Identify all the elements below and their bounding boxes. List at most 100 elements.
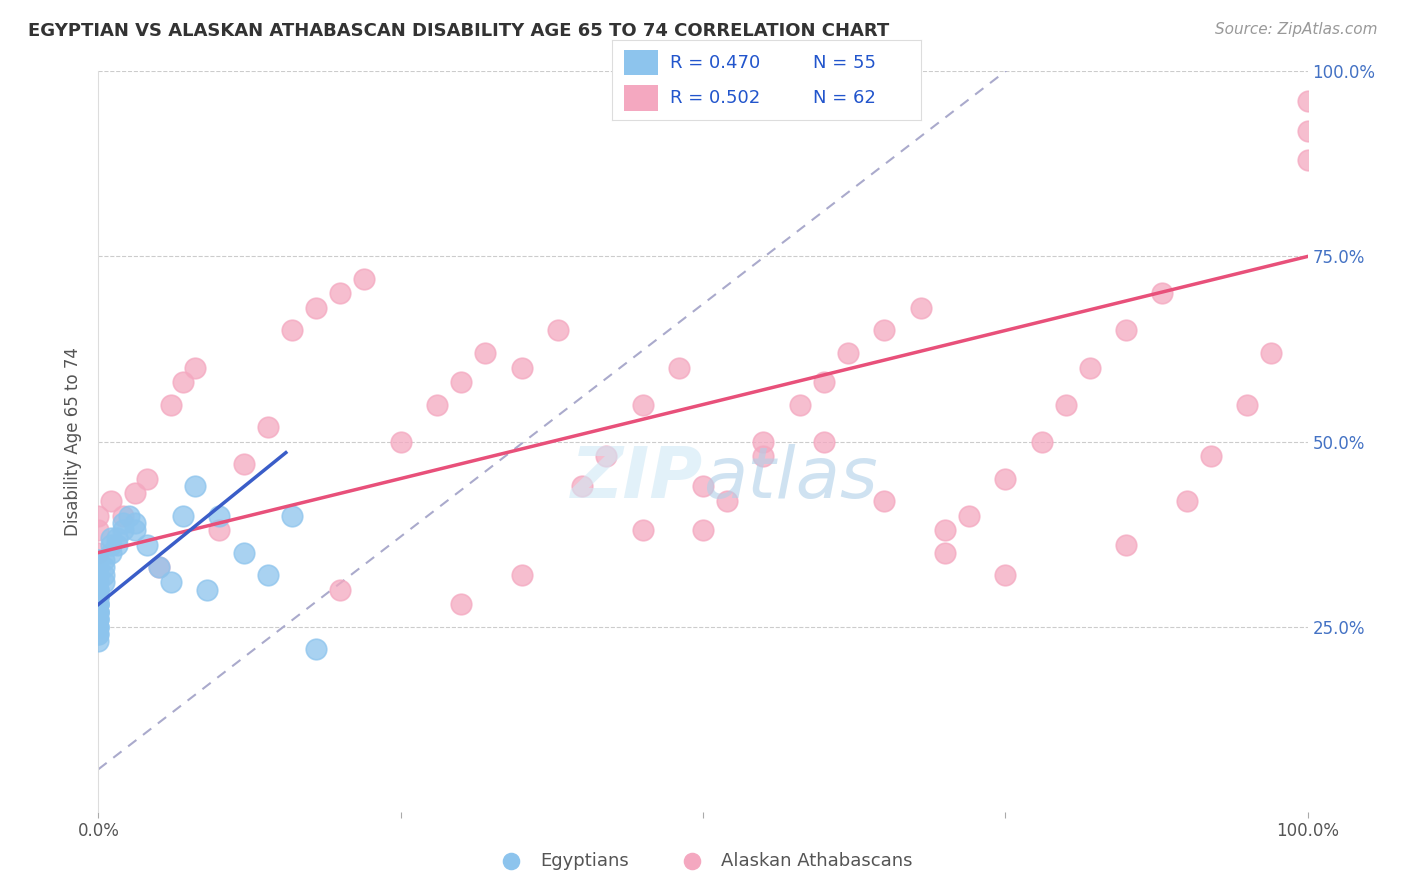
Alaskan Athabascans	[1236, 398, 1258, 412]
Alaskan Athabascans	[1115, 324, 1137, 338]
Alaskan Athabascans	[100, 493, 122, 508]
Egyptians	[100, 538, 122, 552]
Alaskan Athabascans	[994, 567, 1017, 582]
Egyptians	[93, 553, 115, 567]
Egyptians	[195, 582, 218, 597]
Egyptians	[100, 531, 122, 545]
Alaskan Athabascans	[1260, 345, 1282, 359]
Egyptians	[124, 516, 146, 530]
Alaskan Athabascans	[281, 324, 304, 338]
FancyBboxPatch shape	[624, 85, 658, 111]
Egyptians	[281, 508, 304, 523]
Alaskan Athabascans	[994, 471, 1017, 485]
Alaskan Athabascans	[450, 376, 472, 390]
Egyptians	[87, 575, 110, 590]
Egyptians	[111, 516, 134, 530]
Egyptians	[87, 634, 110, 648]
Egyptians	[160, 575, 183, 590]
Egyptians	[124, 524, 146, 538]
Egyptians	[87, 598, 110, 612]
Alaskan Athabascans	[692, 479, 714, 493]
Alaskan Athabascans	[595, 450, 617, 464]
Egyptians	[87, 575, 110, 590]
Alaskan Athabascans	[87, 546, 110, 560]
Egyptians	[87, 612, 110, 626]
Alaskan Athabascans	[752, 450, 775, 464]
Egyptians	[87, 582, 110, 597]
Alaskan Athabascans	[1152, 286, 1174, 301]
Alaskan Athabascans	[124, 486, 146, 500]
Alaskan Athabascans	[111, 508, 134, 523]
Alaskan Athabascans	[510, 360, 533, 375]
Alaskan Athabascans	[873, 493, 896, 508]
Alaskan Athabascans	[1175, 493, 1198, 508]
Egyptians	[105, 538, 128, 552]
Y-axis label: Disability Age 65 to 74: Disability Age 65 to 74	[65, 347, 83, 536]
Egyptians	[87, 619, 110, 633]
Egyptians	[87, 627, 110, 641]
Egyptians	[87, 605, 110, 619]
Alaskan Athabascans	[172, 376, 194, 390]
Egyptians	[100, 546, 122, 560]
Egyptians	[256, 567, 278, 582]
Egyptians	[87, 605, 110, 619]
Text: R = 0.502: R = 0.502	[671, 89, 761, 107]
Egyptians	[184, 479, 207, 493]
Alaskan Athabascans	[450, 598, 472, 612]
FancyBboxPatch shape	[624, 50, 658, 76]
Egyptians	[305, 641, 328, 656]
Egyptians	[135, 538, 157, 552]
Text: EGYPTIAN VS ALASKAN ATHABASCAN DISABILITY AGE 65 TO 74 CORRELATION CHART: EGYPTIAN VS ALASKAN ATHABASCAN DISABILIT…	[28, 22, 890, 40]
Alaskan Athabascans	[87, 524, 110, 538]
Egyptians	[87, 598, 110, 612]
Egyptians	[87, 612, 110, 626]
Alaskan Athabascans	[1296, 153, 1319, 168]
Alaskan Athabascans	[873, 324, 896, 338]
Egyptians	[118, 508, 141, 523]
Alaskan Athabascans	[813, 434, 835, 449]
Egyptians	[111, 524, 134, 538]
Egyptians	[172, 508, 194, 523]
Alaskan Athabascans	[510, 567, 533, 582]
Alaskan Athabascans	[571, 479, 593, 493]
Alaskan Athabascans	[256, 419, 278, 434]
Legend: Egyptians, Alaskan Athabascans: Egyptians, Alaskan Athabascans	[486, 845, 920, 877]
Alaskan Athabascans	[1115, 538, 1137, 552]
Text: ZIP: ZIP	[571, 444, 703, 513]
Alaskan Athabascans	[837, 345, 859, 359]
Alaskan Athabascans	[752, 434, 775, 449]
Egyptians	[87, 553, 110, 567]
Alaskan Athabascans	[184, 360, 207, 375]
Alaskan Athabascans	[426, 398, 449, 412]
Alaskan Athabascans	[1199, 450, 1222, 464]
Egyptians	[87, 553, 110, 567]
Egyptians	[87, 582, 110, 597]
Egyptians	[87, 590, 110, 604]
Alaskan Athabascans	[934, 546, 956, 560]
Alaskan Athabascans	[329, 582, 352, 597]
Alaskan Athabascans	[789, 398, 811, 412]
Egyptians	[87, 598, 110, 612]
Egyptians	[87, 598, 110, 612]
Egyptians	[232, 546, 254, 560]
Alaskan Athabascans	[547, 324, 569, 338]
Alaskan Athabascans	[957, 508, 980, 523]
Text: atlas: atlas	[703, 444, 877, 513]
Alaskan Athabascans	[1296, 94, 1319, 108]
Egyptians	[87, 590, 110, 604]
Alaskan Athabascans	[910, 301, 932, 316]
Text: R = 0.470: R = 0.470	[671, 54, 761, 71]
Egyptians	[93, 575, 115, 590]
Alaskan Athabascans	[329, 286, 352, 301]
Egyptians	[87, 560, 110, 574]
Egyptians	[87, 590, 110, 604]
Text: N = 62: N = 62	[813, 89, 876, 107]
Text: N = 55: N = 55	[813, 54, 876, 71]
Egyptians	[105, 531, 128, 545]
Alaskan Athabascans	[148, 560, 170, 574]
Text: Source: ZipAtlas.com: Source: ZipAtlas.com	[1215, 22, 1378, 37]
Egyptians	[87, 605, 110, 619]
Alaskan Athabascans	[631, 524, 654, 538]
Alaskan Athabascans	[87, 508, 110, 523]
Alaskan Athabascans	[353, 271, 375, 285]
